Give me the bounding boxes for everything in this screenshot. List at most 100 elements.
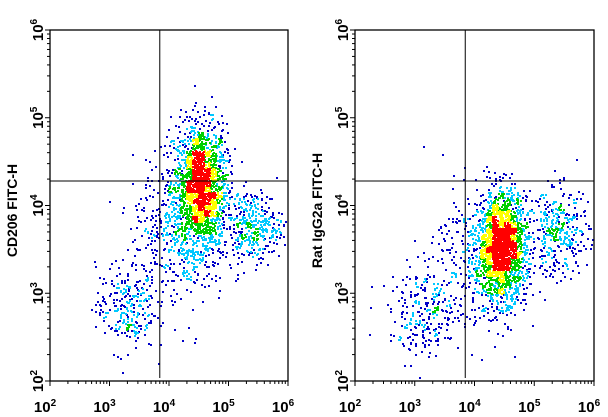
event-dot [169,175,171,177]
event-dot [433,275,435,277]
event-dot [201,138,203,140]
event-dot [545,194,547,196]
event-dot [187,254,189,256]
event-dot [231,173,233,175]
event-dot [207,147,209,149]
event-dot [469,218,471,220]
event-dot [124,282,126,284]
event-dot [198,191,200,193]
event-dot [265,218,267,220]
event-dot [488,292,490,294]
event-dot [213,215,215,217]
event-dot [229,155,231,157]
event-dot [526,246,528,248]
event-dot [186,218,188,220]
event-dot [539,256,541,258]
event-dot [175,182,177,184]
event-dot [254,233,256,235]
event-dot [529,253,531,255]
event-dot [150,262,152,264]
event-dot [474,279,476,281]
event-dot [214,241,216,243]
event-dot [435,307,437,309]
event-dot [556,231,558,233]
event-dot [129,336,131,338]
event-dot [262,258,264,260]
event-dot [548,228,550,230]
event-dot [469,318,471,320]
event-dot [529,221,531,223]
event-dot [426,278,428,280]
event-dot [482,255,484,257]
event-dot [275,232,277,234]
event-dot [208,125,210,127]
event-dot [519,285,521,287]
event-dot [170,183,172,185]
event-dot [508,291,510,293]
event-dot [502,226,504,228]
event-dot [267,264,269,266]
event-dot [211,178,213,180]
event-dot [509,279,511,281]
event-dot [533,241,535,243]
event-dot [171,172,173,174]
event-dot [504,286,506,288]
event-dot [398,339,400,341]
event-dot [136,227,138,229]
event-dot [471,354,473,356]
event-dot [152,252,154,254]
event-dot [234,242,236,244]
event-dot [248,222,250,224]
event-dot [488,265,490,267]
event-dot [552,212,554,214]
event-dot [128,290,130,292]
event-dot [518,279,520,281]
event-dot [197,138,199,140]
event-dot [195,233,197,235]
event-dot [514,301,516,303]
event-dot [113,285,115,287]
event-dot [148,343,150,345]
event-dot [424,290,426,292]
event-dot [558,223,560,225]
event-dot [118,267,120,269]
event-dot [402,279,404,281]
event-dot [174,244,176,246]
event-dot [148,298,150,300]
event-dot [265,230,267,232]
event-dot [116,292,118,294]
event-dot [215,175,217,177]
x-tick-label: 106 [272,398,295,416]
event-dot [509,201,511,203]
event-dot [240,211,242,213]
event-dot [212,218,214,220]
event-dot [553,256,555,258]
event-dot [482,264,484,266]
event-dot [468,262,470,264]
event-dot [156,227,158,229]
event-dot [509,177,511,179]
event-dot [181,226,183,228]
event-dot [401,291,403,293]
event-dot [200,231,202,233]
event-dot [216,219,218,221]
event-dot [212,203,214,205]
event-dot [252,244,254,246]
event-dot [490,287,492,289]
event-dot [191,200,193,202]
event-dot [108,325,110,327]
event-dot [116,330,118,332]
event-dot [500,224,502,226]
event-dot [197,141,199,143]
event-dot [176,171,178,173]
event-dot [569,240,571,242]
event-dot [212,199,214,201]
event-dot [207,185,209,187]
event-dot [414,326,416,328]
event-dot [254,224,256,226]
event-dot [199,146,201,148]
event-dot [514,314,516,316]
event-dot [146,275,148,277]
event-dot [506,193,508,195]
event-dot [168,251,170,253]
